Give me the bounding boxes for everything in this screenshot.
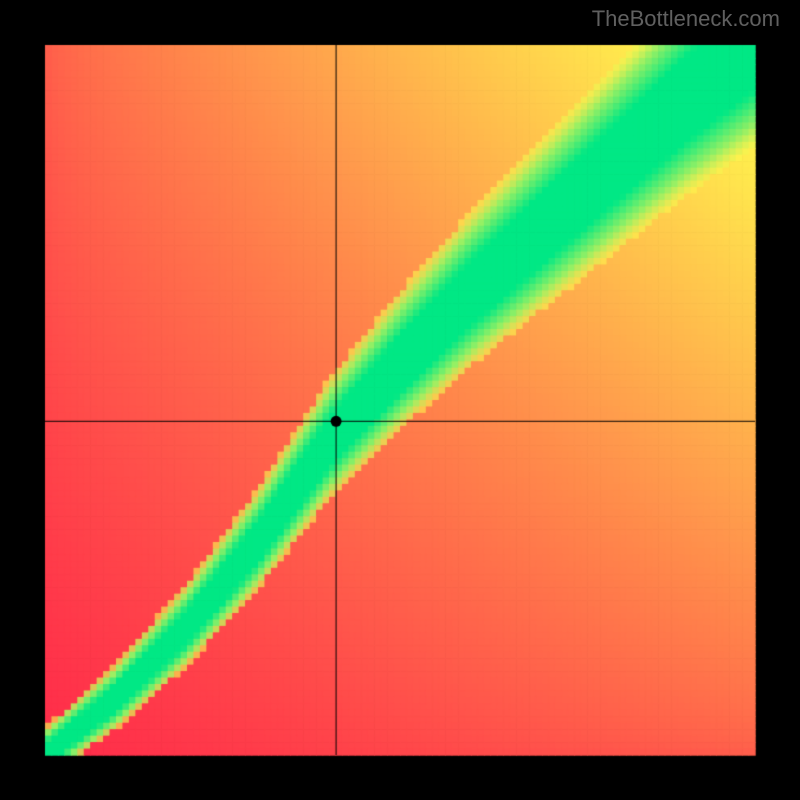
watermark-text: TheBottleneck.com [592, 6, 780, 32]
chart-container: TheBottleneck.com [0, 0, 800, 800]
bottleneck-heatmap-canvas [0, 0, 800, 800]
